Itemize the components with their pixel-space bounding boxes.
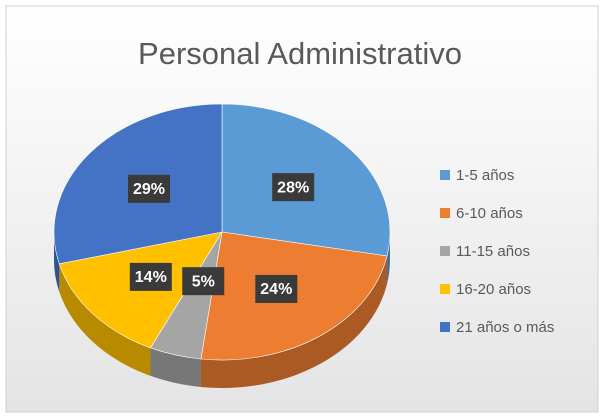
data-label-text: 24% [260, 281, 292, 298]
legend-swatch [440, 170, 450, 180]
legend-label: 11-15 años [456, 243, 530, 260]
legend-label: 6-10 años [456, 205, 523, 222]
legend-label: 21 años o más [456, 319, 554, 336]
data-label-text: 29% [133, 181, 165, 198]
data-label-box [127, 174, 170, 203]
data-label: 24% [255, 274, 298, 303]
legend-swatch [440, 322, 450, 332]
pie-side [54, 232, 60, 292]
data-label: 29% [127, 174, 170, 203]
legend-label: 16-20 años [456, 281, 531, 298]
data-label-text: 14% [135, 269, 167, 286]
data-label-text: 5% [192, 273, 215, 290]
pie-side [59, 263, 151, 376]
data-label: 28% [272, 173, 315, 202]
chart-title: Personal Administrativo [138, 36, 462, 71]
legend-swatch [440, 284, 450, 294]
data-label-box [272, 173, 315, 202]
data-label: 14% [129, 262, 172, 291]
data-label: 5% [182, 267, 225, 296]
legend-swatch [440, 208, 450, 218]
data-label-box [129, 262, 172, 291]
data-label-text: 28% [277, 179, 309, 196]
legend-label: 1-5 años [456, 167, 514, 184]
data-label-box [255, 274, 298, 303]
data-label-box [182, 267, 225, 296]
legend-swatch [440, 246, 450, 256]
pie-side [200, 255, 388, 389]
